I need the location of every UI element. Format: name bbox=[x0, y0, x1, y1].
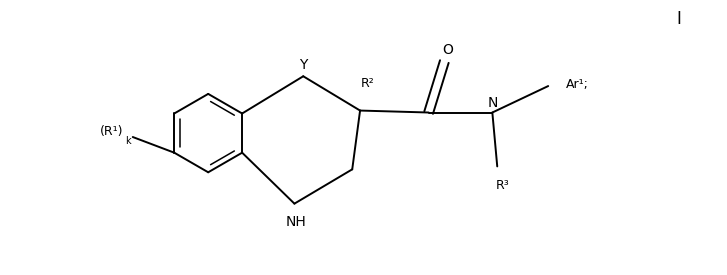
Text: (R¹): (R¹) bbox=[100, 125, 123, 138]
Text: k: k bbox=[125, 136, 131, 146]
Text: NH: NH bbox=[286, 215, 307, 229]
Text: R²: R² bbox=[361, 77, 375, 90]
Text: I: I bbox=[676, 10, 681, 28]
Text: O: O bbox=[442, 43, 453, 57]
Text: N: N bbox=[487, 96, 497, 110]
Text: R³: R³ bbox=[497, 178, 510, 191]
Text: Y: Y bbox=[299, 59, 308, 73]
Text: Ar¹;: Ar¹; bbox=[566, 78, 589, 90]
